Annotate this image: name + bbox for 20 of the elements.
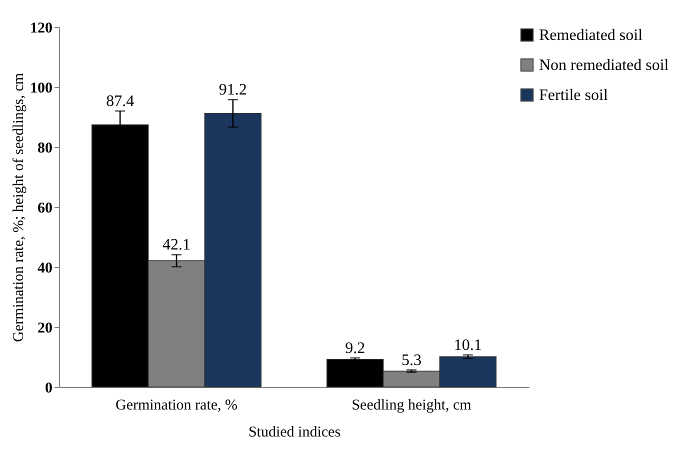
data-label: 91.2 (218, 82, 247, 99)
data-label: 9.2 (345, 340, 366, 357)
y-tick-label: 100 (30, 80, 52, 96)
data-label: 42.1 (162, 236, 190, 254)
legend-label: Remediated soil (539, 27, 644, 44)
y-tick-label: 80 (38, 140, 52, 156)
x-axis-title: Studied indices (248, 424, 341, 440)
y-tick-label: 60 (38, 200, 52, 216)
y-tick-label: 20 (38, 320, 52, 336)
y-tick-label: 120 (30, 20, 52, 36)
y-axis-title: Germination rate, %; height of seedlings, cm (11, 72, 27, 342)
data-label: 5.3 (402, 352, 422, 369)
data-label: 87.4 (106, 93, 134, 110)
y-tick-label: 40 (38, 260, 52, 276)
legend-label: Non remediated soil (539, 57, 670, 74)
x-tick-label: Germination rate, % (115, 398, 238, 414)
y-tick-label: 0 (45, 380, 52, 396)
data-label: 10.1 (454, 336, 482, 354)
legend-label: Fertile soil (539, 87, 608, 104)
x-tick-label: Seedling height, cm (352, 398, 472, 414)
